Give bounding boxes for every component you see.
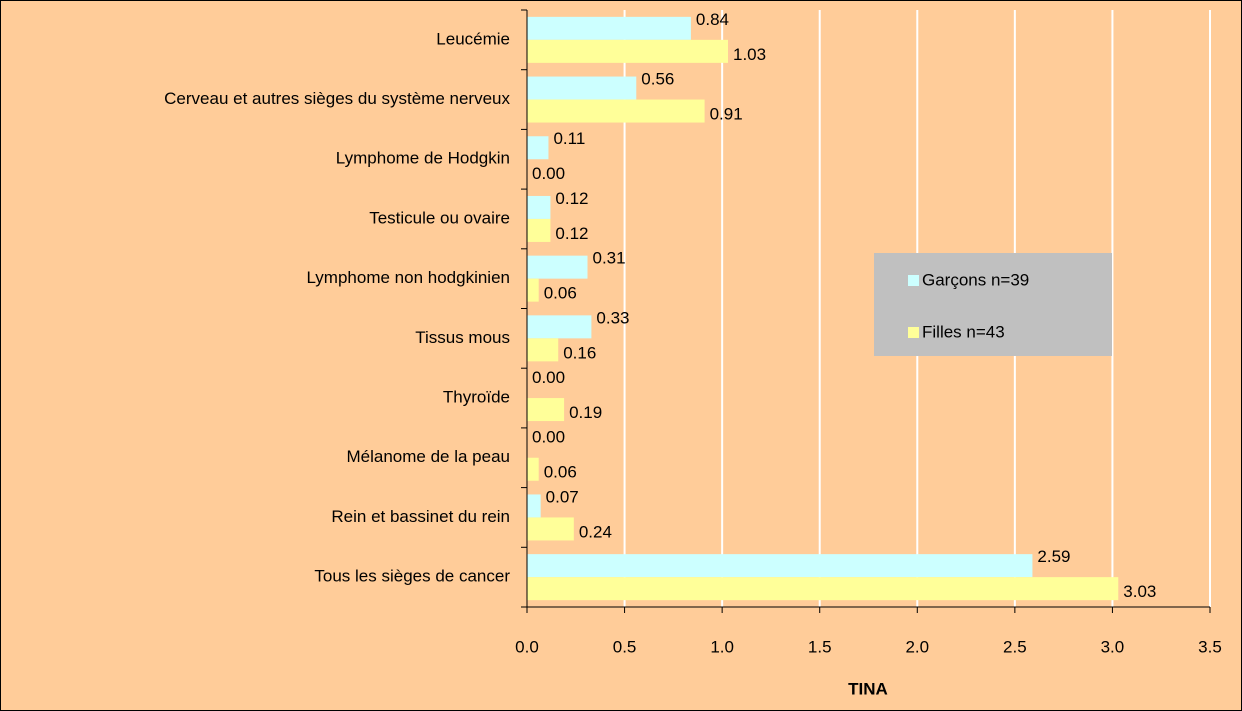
value-label: 0.19 <box>569 403 602 422</box>
bar <box>527 554 1033 578</box>
value-label: 0.06 <box>544 284 577 303</box>
x-tick-label: 1.5 <box>808 637 832 656</box>
bar <box>527 195 551 219</box>
value-label: 0.33 <box>596 308 629 327</box>
x-tick-label: 2.5 <box>1003 637 1027 656</box>
y-tick-label: Testicule ou ovaire <box>369 208 510 227</box>
bar <box>527 494 541 518</box>
bar <box>527 99 705 123</box>
bar <box>527 278 539 302</box>
x-tick-label: 0.5 <box>613 637 637 656</box>
value-label: 0.00 <box>532 164 565 183</box>
bar <box>527 16 691 40</box>
legend-label: Garçons n=39 <box>922 270 1029 289</box>
x-tick-label: 0.0 <box>515 637 539 656</box>
y-tick-label: Mélanome de la peau <box>346 447 510 466</box>
legend-box <box>874 253 1112 356</box>
value-label: 0.84 <box>696 10 729 29</box>
bar <box>527 577 1119 601</box>
value-label: 0.91 <box>710 105 743 124</box>
bar <box>527 398 565 422</box>
x-tick-label: 1.0 <box>710 637 734 656</box>
value-label: 0.12 <box>555 224 588 243</box>
value-label: 0.56 <box>641 70 674 89</box>
value-label: 2.59 <box>1037 547 1070 566</box>
y-tick-label: Tous les sièges de cancer <box>314 567 510 586</box>
bar <box>527 255 588 279</box>
bar <box>527 338 559 362</box>
value-label: 0.00 <box>532 428 565 447</box>
value-label: 0.00 <box>532 368 565 387</box>
y-tick-label: Tissus mous <box>415 328 510 347</box>
x-tick-label: 3.0 <box>1101 637 1125 656</box>
value-label: 0.07 <box>546 487 579 506</box>
x-tick-label: 2.0 <box>905 637 929 656</box>
value-label: 0.24 <box>579 522 612 541</box>
x-axis-title: TINA <box>848 679 888 698</box>
value-label: 0.12 <box>555 189 588 208</box>
legend-swatch <box>908 327 919 338</box>
bar <box>527 517 574 541</box>
bar <box>527 136 549 160</box>
y-tick-label: Lymphome non hodgkinien <box>306 268 510 287</box>
bar <box>527 39 728 63</box>
bar <box>527 218 551 242</box>
y-tick-label: Leucémie <box>436 29 510 48</box>
legend-label: Filles n=43 <box>922 322 1005 341</box>
value-label: 0.06 <box>544 463 577 482</box>
value-label: 3.03 <box>1123 582 1156 601</box>
bar <box>527 457 539 481</box>
value-label: 1.03 <box>733 45 766 64</box>
x-tick-label: 3.5 <box>1198 637 1222 656</box>
value-label: 0.16 <box>563 343 596 362</box>
y-tick-label: Thyroïde <box>443 388 510 407</box>
bar <box>527 76 637 100</box>
value-label: 0.31 <box>592 249 625 268</box>
y-tick-label: Rein et bassinet du rein <box>331 507 510 526</box>
legend-swatch <box>908 275 919 286</box>
y-tick-label: Cerveau et autres sièges du système nerv… <box>164 89 510 108</box>
bar <box>527 315 592 339</box>
value-label: 0.11 <box>553 129 585 148</box>
y-tick-label: Lymphome de Hodgkin <box>336 149 510 168</box>
